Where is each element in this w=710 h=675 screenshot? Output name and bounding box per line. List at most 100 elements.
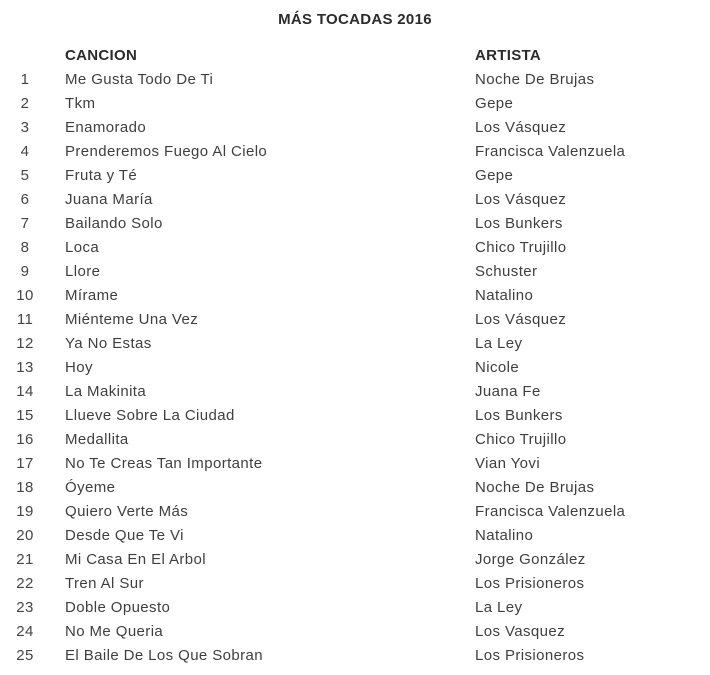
row-song: Bailando Solo [65, 215, 163, 232]
row-rank: 4 [20, 143, 30, 160]
row-rank: 23 [16, 599, 34, 616]
row-rank: 22 [16, 575, 34, 592]
row-artist: Noche De Brujas [475, 479, 595, 496]
row-rank: 7 [20, 215, 30, 232]
table-row: 24 No Me Queria Los Vasquez [0, 620, 710, 644]
page-title: MÁS TOCADAS 2016 [278, 11, 432, 28]
row-rank: 24 [16, 623, 34, 640]
row-artist: Los Vásquez [475, 191, 567, 208]
table-row: 10 Mírame Natalino [0, 284, 710, 308]
row-song: Mi Casa En El Arbol [65, 551, 206, 568]
row-rank: 19 [16, 503, 34, 520]
table-row: 25 El Baile De Los Que Sobran Los Prisione… [0, 644, 710, 668]
table-row: 2 Tkm Gepe [0, 92, 710, 116]
table-row: 8 Loca Chico Trujillo [0, 236, 710, 260]
row-song: Tkm [65, 95, 96, 112]
table-row: 15 Llueve Sobre La Ciudad Los Bunkers [0, 404, 710, 428]
row-rank: 21 [16, 551, 34, 568]
row-song: Llore [65, 263, 101, 280]
row-song: Me Gusta Todo De Ti [65, 71, 214, 88]
row-artist: Los Prisioneros [475, 647, 585, 664]
table-row: 1 Me Gusta Todo De Ti Noche De Brujas [0, 68, 710, 92]
row-artist: Gepe [475, 167, 514, 184]
table-row: 13 Hoy Nicole [0, 356, 710, 380]
row-song: Ya No Estas [65, 335, 152, 352]
row-song: Medallita [65, 431, 129, 448]
row-rank: 1 [20, 71, 30, 88]
row-song: Desde Que Te Vi [65, 527, 184, 544]
row-artist: Nicole [475, 359, 520, 376]
table-row: 3 Enamorado Los Vásquez [0, 116, 710, 140]
row-artist: Los Vásquez [475, 119, 567, 136]
row-song: Quiero Verte Más [65, 503, 189, 520]
row-artist: La Ley [475, 599, 523, 616]
row-song: Fruta y Té [65, 167, 138, 184]
row-song: Doble Opuesto [65, 599, 171, 616]
table-body: 1 Me Gusta Todo De Ti Noche De Brujas 2 Tkm G… [0, 68, 710, 668]
row-artist: Schuster [475, 263, 538, 280]
row-artist: Noche De Brujas [475, 71, 595, 88]
row-song: El Baile De Los Que Sobran [65, 647, 264, 664]
row-rank: 16 [16, 431, 34, 448]
row-song: Loca [65, 239, 100, 256]
row-rank: 18 [16, 479, 34, 496]
table-row: 20 Desde Que Te Vi Natalino [0, 524, 710, 548]
row-song: No Te Creas Tan Importante [65, 455, 263, 472]
table-row: 5 Fruta y Té Gepe [0, 164, 710, 188]
row-song: Juana María [65, 191, 153, 208]
table-row: 6 Juana María Los Vásquez [0, 188, 710, 212]
row-rank: 5 [20, 167, 30, 184]
table-row: 23 Doble Opuesto La Ley [0, 596, 710, 620]
table-header-row: CANCION ARTISTA [0, 44, 710, 68]
row-artist: Los Vasquez [475, 623, 566, 640]
table-row: 16 Medallita Chico Trujillo [0, 428, 710, 452]
row-artist: Francisca Valenzuela [475, 503, 626, 520]
row-rank: 12 [16, 335, 34, 352]
row-artist: Vian Yovi [475, 455, 541, 472]
table-row: 22 Tren Al Sur Los Prisioneros [0, 572, 710, 596]
songs-table: CANCION ARTISTA 1 Me Gusta Todo De Ti Noch… [0, 44, 710, 668]
row-rank: 2 [20, 95, 30, 112]
row-rank: 25 [16, 647, 34, 664]
row-artist: Los Bunkers [475, 215, 563, 232]
table-row: 7 Bailando Solo Los Bunkers [0, 212, 710, 236]
table-row: 14 La Makinita Juana Fe [0, 380, 710, 404]
row-rank: 8 [20, 239, 30, 256]
row-rank: 14 [16, 383, 34, 400]
rank-column-header [0, 44, 50, 68]
row-artist: Los Vásquez [475, 311, 567, 328]
row-song: Tren Al Sur [65, 575, 144, 592]
row-rank: 6 [20, 191, 30, 208]
row-artist: La Ley [475, 335, 523, 352]
row-rank: 17 [16, 455, 34, 472]
row-artist: Natalino [475, 287, 534, 304]
row-artist: Gepe [475, 95, 514, 112]
row-artist: Juana Fe [475, 383, 541, 400]
row-artist: Natalino [475, 527, 534, 544]
row-artist: Francisca Valenzuela [475, 143, 626, 160]
row-rank: 20 [16, 527, 34, 544]
row-song: Enamorado [65, 119, 147, 136]
table-row: 12 Ya No Estas La Ley [0, 332, 710, 356]
row-rank: 10 [16, 287, 34, 304]
row-rank: 13 [16, 359, 34, 376]
row-song: La Makinita [65, 383, 147, 400]
row-song: No Me Queria [65, 623, 164, 640]
table-row: 4 Prenderemos Fuego Al Cielo Francisca Val… [0, 140, 710, 164]
row-song: Miénteme Una Vez [65, 311, 199, 328]
row-artist: Chico Trujillo [475, 431, 567, 448]
row-song: Óyeme [65, 479, 116, 496]
row-artist: Jorge González [475, 551, 586, 568]
row-artist: Chico Trujillo [475, 239, 567, 256]
song-column-header: CANCION [65, 47, 138, 64]
row-song: Prenderemos Fuego Al Cielo [65, 143, 268, 160]
row-rank: 15 [16, 407, 34, 424]
row-song: Mírame [65, 287, 119, 304]
row-rank: 3 [20, 119, 30, 136]
row-song: Llueve Sobre La Ciudad [65, 407, 235, 424]
row-song: Hoy [65, 359, 93, 376]
table-row: 17 No Te Creas Tan Importante Vian Yovi [0, 452, 710, 476]
table-row: 9 Llore Schuster [0, 260, 710, 284]
table-row: 11 Miénteme Una Vez Los Vásquez [0, 308, 710, 332]
